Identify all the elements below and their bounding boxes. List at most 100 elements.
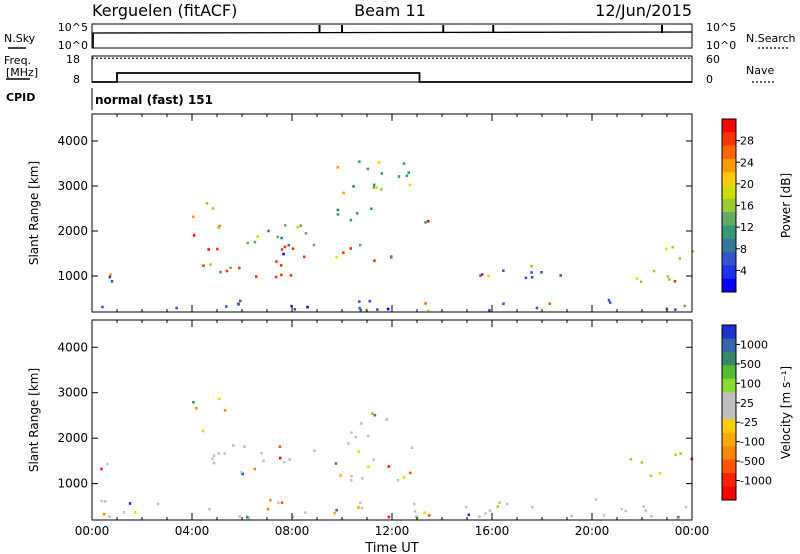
velocity-cell xyxy=(594,498,598,501)
date-title: 12/Jun/2015 xyxy=(595,1,692,20)
power-cell xyxy=(376,308,379,311)
velocity-cell xyxy=(195,406,198,410)
power-cell xyxy=(358,300,361,303)
nsearch-label: N.Search xyxy=(746,32,796,45)
power-cell xyxy=(293,308,297,311)
velocity-cell xyxy=(100,499,103,503)
power-cell xyxy=(256,235,259,238)
velocity-cell xyxy=(676,517,679,521)
velocity-cell xyxy=(350,431,353,434)
power-cell xyxy=(674,308,677,311)
power-cell xyxy=(279,264,283,267)
power-cell xyxy=(291,247,295,250)
colorbar-tick-label: 1000 xyxy=(740,338,768,351)
power-cell xyxy=(229,266,232,269)
power-colorbar-swatch xyxy=(722,198,736,213)
power-colorbar-swatch xyxy=(722,212,736,226)
power-cell xyxy=(211,207,215,210)
power-cell xyxy=(683,304,686,308)
power-colorbar-swatch xyxy=(722,278,736,293)
x-axis-label: Time UT xyxy=(364,541,418,554)
colorbar-tick-label: 500 xyxy=(740,358,761,371)
power-cell xyxy=(246,241,249,245)
velocity-cell xyxy=(644,509,648,512)
power-cell xyxy=(502,269,505,272)
power-cell xyxy=(287,243,290,247)
velocity-cell xyxy=(243,445,246,448)
velocity-cell xyxy=(373,413,377,417)
power-panel: 4000 3000 2000 1000 Slant Range [km] 28 24 20 16… xyxy=(27,113,793,313)
power-cell xyxy=(175,306,178,310)
velocity-cell xyxy=(156,502,160,506)
power-cell xyxy=(358,160,361,163)
velocity-cell xyxy=(531,505,534,509)
power-cell xyxy=(267,229,270,233)
velocity-cell xyxy=(413,510,417,513)
velocity-cell xyxy=(350,479,353,482)
power-colorbar-swatch xyxy=(722,225,736,240)
colorbar-tick-label: 100 xyxy=(740,377,761,390)
power-cell xyxy=(639,280,643,283)
velocity-cell xyxy=(387,465,390,468)
power-cell xyxy=(691,250,695,253)
power-cell xyxy=(386,307,390,311)
velocity-cell xyxy=(360,422,363,425)
velocity-cell xyxy=(367,465,370,469)
power-cell xyxy=(192,215,195,219)
power-cell xyxy=(666,275,670,278)
power-cell xyxy=(668,278,671,281)
power-cell xyxy=(652,269,656,273)
velocity-cell xyxy=(629,457,633,461)
velocity-cell xyxy=(674,453,677,457)
freq-series xyxy=(92,57,692,83)
power-colorbar-swatch xyxy=(722,185,736,200)
nave-tick-top: 60 xyxy=(706,53,720,66)
power-cell xyxy=(239,299,242,303)
x-tick-label: 20:00 xyxy=(575,524,610,538)
velocity-colorbar-swatch xyxy=(722,419,736,434)
velocity-panel: 4000 3000 2000 1000 00:00 04:00 08:00 12:00 16:0… xyxy=(27,319,793,538)
velocity-cell xyxy=(280,501,284,504)
freq-tick-bottom: 8 xyxy=(73,73,80,86)
nsky-panel-frame xyxy=(91,23,693,49)
velocity-cell xyxy=(423,511,427,514)
velocity-cell xyxy=(334,462,338,465)
x-tick-label: 08:00 xyxy=(275,524,310,538)
velocity-colorbar-frame xyxy=(721,324,737,501)
power-cell xyxy=(275,260,278,263)
power-cell xyxy=(673,280,677,283)
power-cell xyxy=(276,235,279,239)
power-cell xyxy=(405,174,409,178)
velocity-cell xyxy=(283,460,286,464)
velocity-colorbar-swatch xyxy=(722,378,736,393)
power-cell xyxy=(110,280,114,283)
power-cell xyxy=(207,248,210,251)
velocity-cell xyxy=(211,457,214,460)
power-cell xyxy=(109,273,112,276)
y-tick-label: 1000 xyxy=(57,269,88,283)
velocity-colorbar-swatch xyxy=(722,392,736,407)
velocity-cell xyxy=(366,434,370,438)
colorbar-tick-label: -1000 xyxy=(740,475,772,488)
power-cell xyxy=(426,220,430,223)
velocity-cell xyxy=(467,513,470,517)
velocity-colorbar-label: Velocity [m s⁻¹] xyxy=(779,366,793,459)
velocity-cell xyxy=(266,507,270,511)
velocity-cell xyxy=(427,514,431,517)
velocity-cell xyxy=(402,476,406,479)
velocity-cell xyxy=(650,514,653,518)
velocity-cell xyxy=(658,472,662,475)
velocity-colorbar-swatch xyxy=(722,405,736,420)
velocity-colorbar-swatch xyxy=(722,325,736,339)
power-cell xyxy=(280,248,284,251)
nave-tick-bottom: 0 xyxy=(706,73,713,86)
power-cell xyxy=(368,299,371,303)
velocity-cell xyxy=(679,452,682,455)
power-cell xyxy=(608,301,612,304)
velocity-cell xyxy=(277,501,280,505)
power-cell xyxy=(352,185,355,188)
colorbar-tick-label: -500 xyxy=(740,455,765,468)
velocity-cell xyxy=(240,471,243,474)
power-colorbar-swatch xyxy=(722,145,736,160)
power-cell xyxy=(280,236,283,240)
